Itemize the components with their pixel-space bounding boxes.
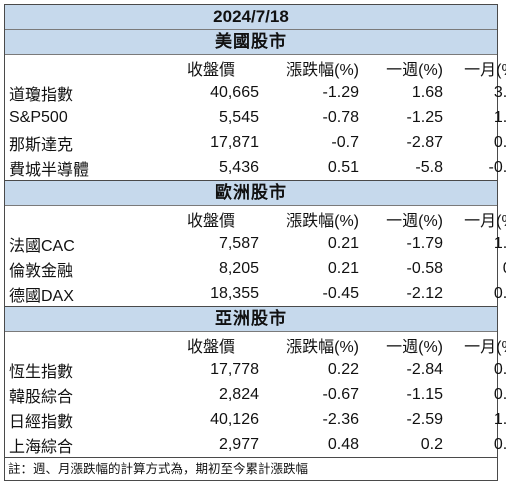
change-value: 0.21 [327,234,359,252]
month-value: 3.91 [493,83,506,101]
index-name: 倫敦金融 [9,262,74,280]
date-header: 2024/7/18 [5,5,497,30]
column-header-row: 收盤價 漲跌幅(%) 一週(%) 一月(%) [5,332,506,357]
week-value: -2.87 [406,133,443,151]
column-header-month: 一月(%) [464,61,506,79]
column-header-row: 收盤價 漲跌幅(%) 一週(%) 一月(%) [5,55,506,80]
table-row: 德國DAX 18,355 -0.45 -2.12 0.68 [5,281,506,306]
change-value: -0.78 [322,108,359,126]
month-value: 0.68 [493,284,506,302]
section-table-europe: 收盤價 漲跌幅(%) 一週(%) 一月(%) 法國CAC 7,587 0.21 … [5,206,506,306]
table-row: 韓股綜合 2,824 -0.67 -1.15 0.96 [5,382,506,407]
column-header-week: 一週(%) [386,212,443,230]
table-row: 上海綜合 2,977 0.48 0.2 0.36 [5,432,506,457]
week-value: -2.12 [406,284,443,302]
column-header-week: 一週(%) [386,338,443,356]
column-header-close: 收盤價 [186,338,235,356]
column-header-row: 收盤價 漲跌幅(%) 一週(%) 一月(%) [5,206,506,231]
week-value: -2.59 [406,410,443,428]
footnote: 註：週、月漲跌幅的計算方式為，期初至今累計漲跌幅 [5,457,497,480]
column-header-change: 漲跌幅(%) [286,212,359,230]
close-value: 2,824 [218,385,259,403]
close-value: 5,545 [218,108,259,126]
month-value: 0.5 [445,256,506,281]
index-name: 法國CAC [9,237,75,255]
table-row: 法國CAC 7,587 0.21 -1.79 1.46 [5,231,506,256]
column-header-name [5,206,137,231]
column-header-week: 一週(%) [386,61,443,79]
change-value: 0.21 [327,259,359,277]
table-row: 恆生指數 17,778 0.22 -2.84 0.45 [5,357,506,382]
change-value: 0.22 [327,360,359,378]
column-header-change: 漲跌幅(%) [286,338,359,356]
week-value: -1.79 [406,234,443,252]
table-row: 倫敦金融 8,205 0.21 -0.58 0.5 [5,256,506,281]
column-header-change: 漲跌幅(%) [286,61,359,79]
week-value: 0.2 [420,435,443,453]
month-value: 1.47 [493,410,506,428]
table-row: S&P500 5,545 -0.78 -1.25 1.55 [5,105,506,130]
close-value: 40,126 [210,410,259,428]
index-name: 恆生指數 [9,363,74,381]
month-value: 1.46 [493,234,506,252]
change-value: -0.7 [331,133,359,151]
section-title-europe: 歐洲股市 [5,180,497,206]
close-value: 17,778 [210,360,259,378]
week-value: -5.8 [415,158,443,176]
change-value: -0.67 [322,385,359,403]
market-summary-table: 2024/7/18 美國股市 收盤價 漲跌幅(%) 一週(%) 一月(%) 道瓊… [4,4,506,481]
section-table-us: 收盤價 漲跌幅(%) 一週(%) 一月(%) 道瓊指數 40,665 -1.29… [5,55,506,180]
table-row: 日經指數 40,126 -2.36 -2.59 1.47 [5,407,506,432]
month-value: 0.45 [493,360,506,378]
close-value: 17,871 [210,133,259,151]
week-value: 1.68 [411,83,443,101]
column-header-name [5,332,137,357]
month-value: 1.55 [493,108,506,126]
section-title-us: 美國股市 [5,30,497,55]
month-value: 0.96 [493,385,506,403]
index-name: 那斯達克 [9,136,74,154]
index-name: S&P500 [9,108,68,126]
close-value: 7,587 [218,234,259,252]
close-value: 5,436 [218,158,259,176]
change-value: -0.45 [322,284,359,302]
section-table-asia: 收盤價 漲跌幅(%) 一週(%) 一月(%) 恆生指數 17,778 0.22 … [5,332,506,457]
week-value: -1.25 [406,108,443,126]
section-title-asia: 亞洲股市 [5,306,497,332]
column-header-month: 一月(%) [464,338,506,356]
column-header-close: 收盤價 [186,61,235,79]
week-value: -2.84 [406,360,443,378]
table-row: 費城半導體 5,436 0.51 -5.8 -0.26 [5,155,506,180]
week-value: -0.58 [406,259,443,277]
month-value: -0.26 [488,158,506,176]
change-value: 0.51 [327,158,359,176]
index-name: 德國DAX [9,287,74,305]
column-header-name [5,55,137,80]
table-row: 道瓊指數 40,665 -1.29 1.68 3.91 [5,80,506,105]
index-name: 韓股綜合 [9,388,74,406]
column-header-month: 一月(%) [464,212,506,230]
close-value: 2,977 [218,435,259,453]
change-value: -2.36 [322,410,359,428]
week-value: -1.15 [406,385,443,403]
column-header-close: 收盤價 [186,212,235,230]
table-row: 那斯達克 17,871 -0.7 -2.87 0.86 [5,130,506,155]
month-value: 0.86 [493,133,506,151]
change-value: -1.29 [322,83,359,101]
index-name: 費城半導體 [9,161,90,179]
close-value: 40,665 [210,83,259,101]
month-value: 0.36 [493,435,506,453]
change-value: 0.48 [327,435,359,453]
close-value: 8,205 [218,259,259,277]
index-name: 日經指數 [9,413,74,431]
index-name: 上海綜合 [9,438,74,456]
close-value: 18,355 [210,284,259,302]
index-name: 道瓊指數 [9,86,74,104]
